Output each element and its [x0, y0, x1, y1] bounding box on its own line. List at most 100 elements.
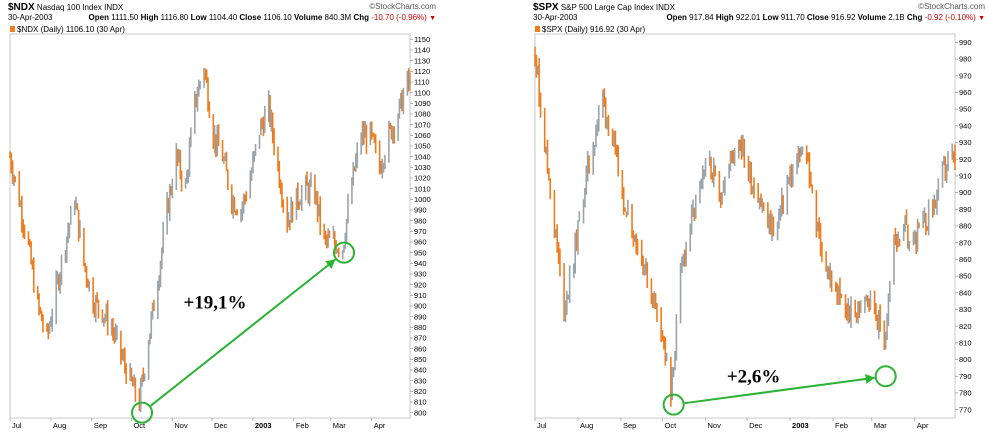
gain-arrow — [684, 376, 875, 405]
high-label: High — [715, 13, 734, 22]
y-tick-label: 880 — [414, 323, 427, 332]
x-tick-label: Oct — [665, 421, 678, 430]
gain-annotation-label: +19,1% — [183, 293, 246, 314]
volume-value: 2.1B — [888, 13, 905, 22]
ohlc-readout: Open 917.84 High 922.01 Low 911.70 Close… — [666, 13, 985, 22]
y-tick-label: 780 — [959, 389, 972, 398]
y-tick-label: 970 — [959, 71, 972, 80]
y-tick-label: 920 — [414, 280, 427, 289]
x-tick-label: Sep — [94, 421, 107, 430]
down-arrow-icon: ▼ — [978, 15, 985, 22]
series-legend: $SPX (Daily) 916.92 (30 Apr) — [535, 25, 645, 34]
low-marker-circle — [131, 401, 154, 424]
y-tick-label: 1140 — [414, 46, 430, 55]
y-tick-label: 790 — [959, 372, 972, 381]
y-tick-label: 830 — [959, 305, 972, 314]
y-tick-label: 1070 — [414, 120, 431, 129]
y-tick-label: 850 — [414, 355, 427, 364]
low-value: 911.70 — [780, 13, 805, 22]
x-tick-label: Aug — [580, 421, 593, 430]
x-tick-label: 2003 — [792, 421, 809, 430]
y-tick-label: 820 — [414, 387, 427, 396]
x-tick-label: Aug — [53, 421, 66, 430]
series-legend: $NDX (Daily) 1106.10 (30 Apr) — [10, 25, 125, 34]
chart-panel-ndx: $NDX Nasdaq 100 Index INDX ©StockCharts.… — [0, 0, 440, 438]
y-tick-label: 1010 — [414, 184, 431, 193]
high-value: 922.01 — [735, 13, 761, 22]
price-series — [9, 68, 411, 412]
y-tick-label: 1020 — [414, 174, 431, 183]
price-series — [534, 46, 956, 407]
low-value: 1104.40 — [208, 13, 238, 22]
y-tick-label: 800 — [414, 408, 427, 417]
y-tick-label: 980 — [414, 216, 427, 225]
plot-frame — [9, 33, 411, 419]
y-tick-label: 990 — [959, 38, 972, 47]
y-tick-label: 950 — [414, 248, 427, 257]
x-tick-label: Jul — [537, 421, 547, 430]
price-chart-spx: 770 780 790 800 810 820 830 840 850 860 870 880 890 9… — [534, 33, 972, 430]
arrow-head-icon — [325, 259, 336, 270]
chg-label: Chg — [906, 13, 923, 22]
brand-label: ©StockCharts.com — [918, 2, 985, 11]
quote-date: 30-Apr-2003 — [533, 13, 578, 22]
x-tick-label: 2003 — [255, 421, 272, 430]
legend-text: $SPX (Daily) 916.92 (30 Apr) — [542, 25, 646, 34]
brand-label: ©StockCharts.com — [369, 2, 436, 11]
y-tick-label: 830 — [414, 376, 427, 385]
y-tick-label: 1030 — [414, 163, 431, 172]
chg-value: -0.92 (-0.10%) — [924, 13, 976, 22]
close-label: Close — [806, 13, 829, 22]
x-tick-label: Dec — [214, 421, 228, 430]
exchange: INDX — [655, 3, 675, 12]
x-tick-label: Nov — [174, 421, 188, 430]
open-label: Open — [666, 13, 687, 22]
down-arrow-icon: ▼ — [429, 15, 436, 22]
y-tick-label: 960 — [414, 238, 427, 247]
y-tick-label: 880 — [959, 222, 972, 231]
y-tick-label: 860 — [959, 255, 972, 264]
chart-header: $SPX S&P 500 Large Cap Index INDX ©Stock… — [533, 2, 985, 26]
legend-swatch-icon — [10, 26, 15, 32]
y-tick-label: 980 — [959, 55, 972, 64]
open-label: Open — [88, 13, 109, 22]
y-tick-label: 1150 — [414, 35, 430, 44]
y-tick-label: 770 — [959, 405, 972, 414]
close-label: Close — [239, 13, 262, 22]
x-tick-label: Sep — [623, 421, 636, 430]
y-tick-label: 940 — [414, 259, 427, 268]
y-tick-label: 1100 — [414, 88, 430, 97]
chg-label: Chg — [353, 13, 369, 22]
y-tick-label: 1040 — [414, 152, 431, 161]
y-tick-label: 840 — [959, 288, 972, 297]
chart-panel-spx: $SPX S&P 500 Large Cap Index INDX ©Stock… — [525, 0, 989, 438]
x-tick-label: Oct — [133, 421, 146, 430]
symbol: $NDX — [8, 2, 35, 13]
y-tick-label: 890 — [414, 312, 427, 321]
y-tick-label: 920 — [959, 155, 972, 164]
close-value: 916.92 — [830, 13, 856, 22]
x-tick-label: Apr — [917, 421, 929, 430]
x-tick-label: Apr — [374, 421, 386, 430]
volume-label: Volume — [857, 13, 886, 22]
open-value: 917.84 — [689, 13, 714, 22]
chart-header: $NDX Nasdaq 100 Index INDX ©StockCharts.… — [8, 2, 436, 26]
symbol: $SPX — [533, 2, 559, 13]
arrow-head-icon — [865, 373, 875, 384]
y-tick-label: 810 — [414, 398, 427, 407]
y-tick-label: 1060 — [414, 131, 431, 140]
y-tick-label: 870 — [414, 334, 427, 343]
x-tick-label: Jul — [12, 421, 22, 430]
y-tick-label: 1000 — [414, 195, 431, 204]
low-label: Low — [762, 13, 779, 22]
y-tick-label: 1120 — [414, 67, 430, 76]
y-tick-label: 850 — [959, 272, 972, 281]
chg-value: -10.70 (-0.96%) — [371, 13, 427, 22]
x-tick-label: Mar — [874, 421, 887, 430]
close-value: 1106.10 — [263, 13, 292, 22]
x-tick-label: Nov — [707, 421, 721, 430]
y-tick-label: 1080 — [414, 110, 431, 119]
legend-text: $NDX (Daily) 1106.10 (30 Apr) — [17, 25, 125, 34]
x-tick-label: Feb — [296, 421, 309, 430]
y-tick-label: 800 — [959, 355, 972, 364]
